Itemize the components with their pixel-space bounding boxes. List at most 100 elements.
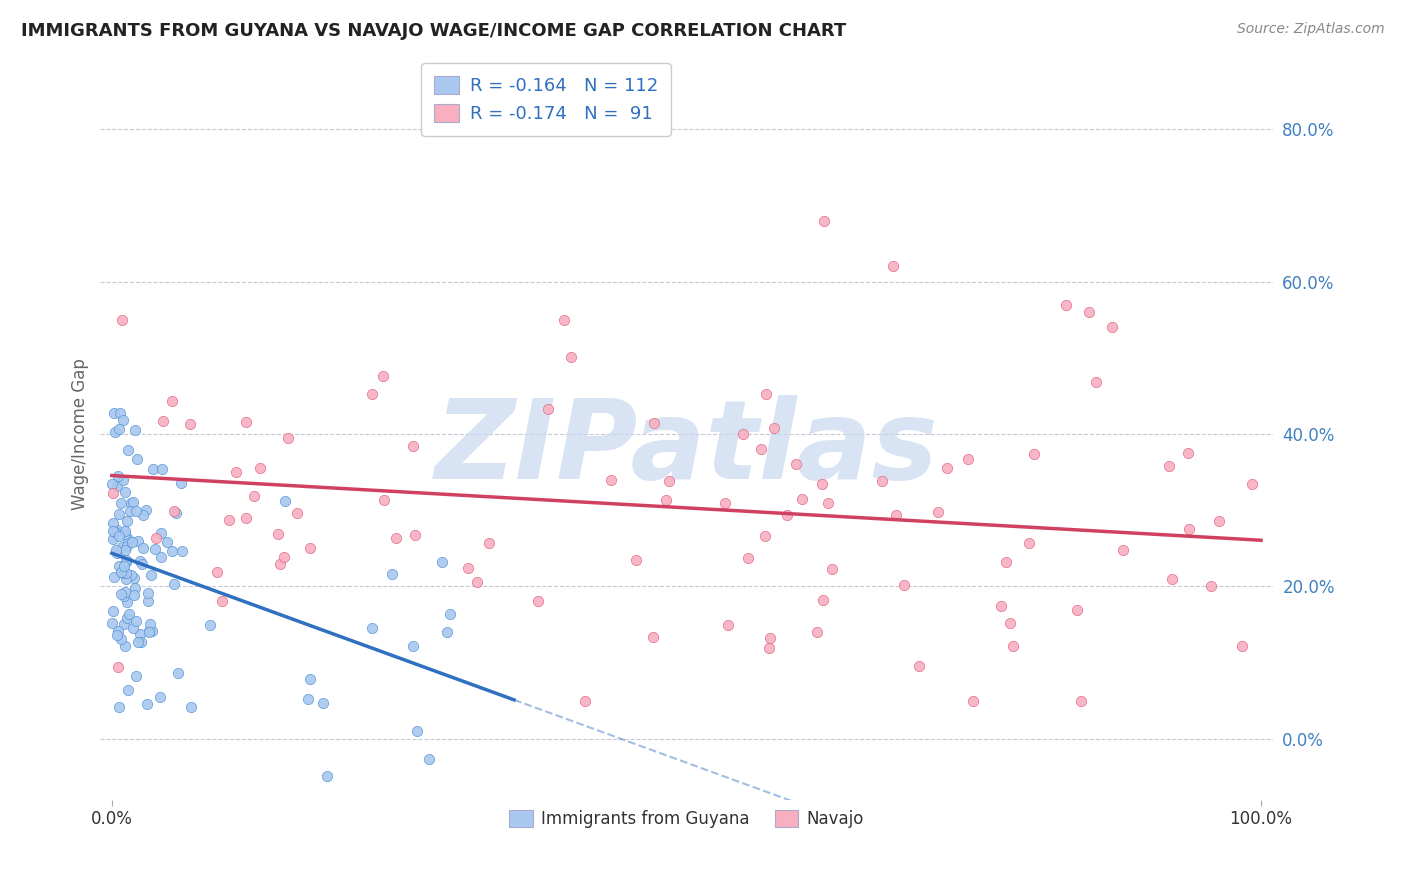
Point (758, 640, 780, 655)
Point (758, 631, 780, 645)
Point (218, 513, 240, 527)
Point (537, 401, 560, 416)
Point (160, 544, 183, 558)
Point (156, 535, 179, 549)
Point (138, 593, 160, 607)
Point (103, 570, 125, 584)
Point (127, 635, 149, 649)
Point (1018, 536, 1040, 550)
Point (128, 627, 150, 641)
Point (755, 386, 778, 401)
Point (273, 550, 295, 565)
Point (1054, 297, 1077, 311)
Point (211, 594, 233, 608)
Point (553, 313, 575, 327)
Point (138, 624, 160, 638)
Point (165, 507, 187, 521)
Point (141, 624, 163, 639)
Point (418, 751, 440, 765)
Point (112, 563, 135, 577)
Point (115, 514, 138, 528)
Point (111, 473, 134, 487)
Point (1157, 459, 1180, 474)
Point (127, 452, 149, 467)
Point (908, 658, 931, 673)
Point (150, 462, 173, 476)
Point (172, 543, 194, 558)
Point (114, 543, 136, 558)
Point (1177, 446, 1199, 460)
Point (162, 503, 184, 517)
Point (180, 699, 202, 714)
Point (149, 526, 172, 541)
Point (107, 469, 129, 483)
Point (371, 369, 394, 384)
Point (150, 550, 173, 565)
Point (111, 413, 134, 427)
Point (737, 551, 759, 566)
Point (205, 565, 228, 579)
Point (149, 690, 172, 704)
Text: Source: ZipAtlas.com: Source: ZipAtlas.com (1237, 22, 1385, 37)
Point (1000, 615, 1022, 630)
Point (990, 599, 1012, 614)
Point (112, 566, 135, 580)
Point (762, 421, 785, 435)
Point (125, 504, 148, 518)
Point (312, 696, 335, 710)
Point (103, 524, 125, 539)
Point (404, 528, 426, 542)
Point (478, 536, 501, 550)
Point (115, 595, 138, 609)
Point (110, 587, 132, 601)
Point (733, 427, 755, 442)
Point (103, 486, 125, 500)
Point (139, 617, 162, 632)
Y-axis label: Wage/Income Gap: Wage/Income Gap (72, 358, 89, 510)
Point (406, 723, 429, 738)
Point (811, 476, 834, 491)
Point (103, 406, 125, 420)
Point (1077, 305, 1099, 319)
Point (128, 554, 150, 568)
Point (235, 415, 257, 429)
Point (163, 577, 186, 591)
Point (121, 535, 143, 549)
Point (105, 546, 128, 560)
Point (122, 589, 145, 603)
Point (995, 555, 1018, 569)
Point (285, 506, 308, 520)
Point (870, 474, 893, 488)
Point (1232, 639, 1254, 653)
Point (110, 632, 132, 647)
Point (1070, 693, 1092, 707)
Point (267, 526, 290, 541)
Point (115, 539, 138, 553)
Point (316, 769, 339, 783)
Point (112, 559, 135, 574)
Point (105, 523, 128, 537)
Point (1022, 447, 1045, 461)
Point (131, 557, 153, 571)
Point (776, 508, 799, 523)
Point (200, 618, 222, 632)
Point (110, 565, 132, 579)
Point (225, 465, 247, 479)
Point (160, 394, 183, 409)
Point (108, 558, 131, 573)
Point (104, 425, 127, 439)
Point (139, 568, 162, 582)
Text: ZIPatlas: ZIPatlas (434, 395, 938, 502)
Point (143, 542, 166, 557)
Point (962, 693, 984, 707)
Point (114, 573, 136, 587)
Point (717, 618, 740, 632)
Point (1160, 572, 1182, 586)
Point (714, 496, 737, 510)
Point (105, 628, 128, 642)
Text: IMMIGRANTS FROM GUYANA VS NAVAJO WAGE/INCOME GAP CORRELATION CHART: IMMIGRANTS FROM GUYANA VS NAVAJO WAGE/IN… (21, 22, 846, 40)
Point (114, 527, 136, 541)
Point (103, 516, 125, 530)
Point (108, 700, 131, 714)
Point (125, 614, 148, 628)
